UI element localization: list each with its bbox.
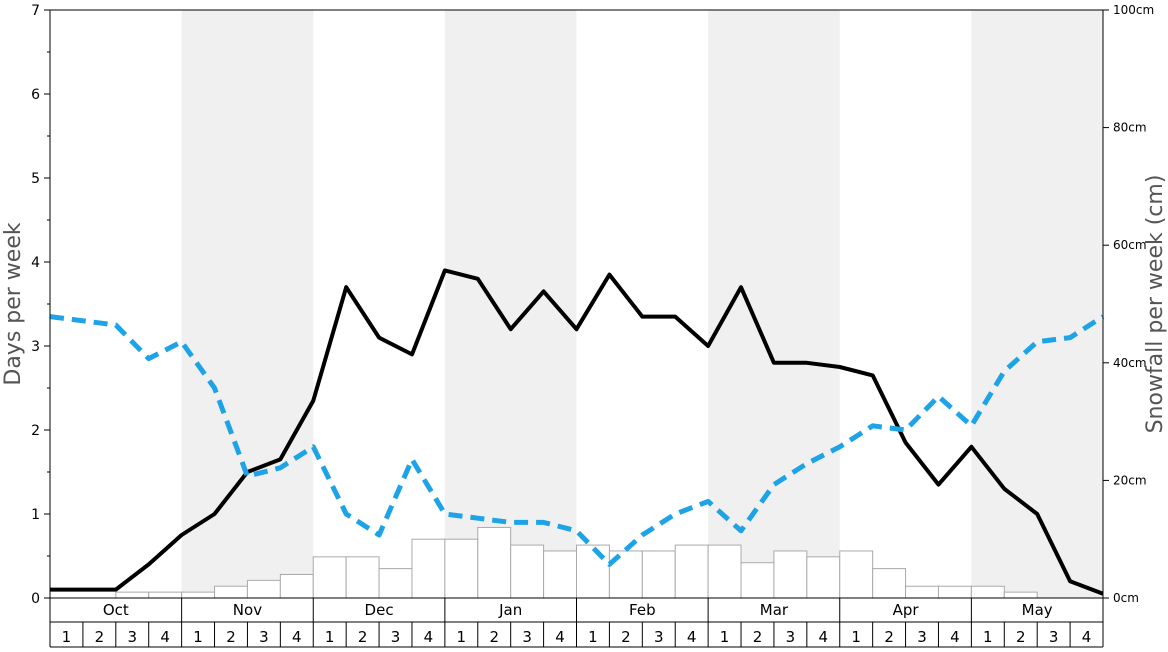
week-label: 3 [1049,628,1059,646]
left-tick-label-6: 6 [31,87,40,103]
snowfall-bar-week-13 [444,538,479,599]
month-label-jan: Jan [498,601,522,619]
snowfall-bar-week-15 [510,544,545,599]
week-label: 1 [983,628,993,646]
snowfall-bar-week-19 [641,550,676,599]
snowfall-bar-week-12 [411,538,446,599]
week-label: 1 [62,628,72,646]
week-label: 4 [950,628,960,646]
week-label: 4 [292,628,302,646]
month-label-oct: Oct [103,601,129,619]
week-label: 2 [358,628,368,646]
snowfall-bar-week-14 [477,526,512,599]
week-label: 2 [1016,628,1026,646]
right-tick-label-4: 80cm [1113,121,1147,135]
month-band-mar [708,10,840,598]
week-label: 2 [753,628,763,646]
month-label-mar: Mar [760,601,789,619]
snowfall-bar-week-6 [214,585,248,599]
snowfall-bar-week-23 [773,550,808,599]
week-label: 1 [851,628,861,646]
month-label-apr: Apr [893,601,920,619]
week-label: 3 [127,628,137,646]
month-shading-bands [181,10,1103,598]
left-tick-label-3: 3 [31,339,40,355]
week-label: 2 [95,628,105,646]
week-label: 4 [424,628,434,646]
week-label: 4 [555,628,565,646]
snowfall-bar-week-4 [148,591,183,599]
left-tick-label-4: 4 [31,255,40,271]
week-label: 1 [325,628,335,646]
snowfall-bar-week-7 [246,579,281,599]
week-label: 1 [193,628,203,646]
snowfall-bar-week-5 [181,591,216,599]
snowfall-bar-week-21 [707,544,742,599]
week-label: 3 [654,628,664,646]
snowfall-bar-week-24 [806,556,841,599]
right-tick-label-1: 20cm [1113,473,1147,487]
snowfall-bars [115,526,1038,599]
snowfall-bar-week-9 [312,556,347,599]
week-label: 1 [457,628,467,646]
week-label: 3 [522,628,532,646]
left-tick-label-2: 2 [31,423,40,439]
snowfall-bar-week-10 [345,556,380,599]
snowfall-bar-week-22 [740,562,775,599]
month-week-axis: Oct 1 2 3 4 Nov 1 2 3 4 Dec 1 2 3 4 Jan 1 2 3 4 Feb 1 2 3 4 Mar 1 2… [49,598,1104,648]
solid-black-line [50,268,1104,596]
month-band-may [971,10,1103,598]
week-label: 4 [819,628,829,646]
left-axis: 0 1 2 3 4 5 6 7 [31,3,50,607]
week-label: 2 [489,628,499,646]
left-tick-label-0: 0 [31,591,40,607]
week-label: 1 [588,628,598,646]
right-tick-label-0: 0cm [1113,591,1139,605]
snowfall-bar-week-29 [970,585,1005,599]
left-tick-label-1: 1 [31,507,40,523]
right-tick-label-2: 40cm [1113,356,1147,370]
snowfall-bar-week-16 [543,550,577,599]
week-label: 3 [786,628,796,646]
snowfall-bar-week-28 [937,585,972,599]
week-label: 3 [391,628,401,646]
dashed-blue-line [49,314,1105,567]
series-lines [49,268,1105,596]
week-label: 4 [160,628,170,646]
right-axis-title: Snowfall per week (cm) [1143,175,1168,434]
left-tick-label-7: 7 [31,3,40,19]
week-label: 3 [917,628,927,646]
left-axis-title: Days per week [1,222,26,385]
right-axis: 0cm 20cm 40cm 60cm 80cm 100cm [1103,3,1154,605]
month-label-dec: Dec [365,601,394,619]
snowfall-bar-week-25 [839,550,874,599]
snowfall-bar-week-8 [279,573,314,599]
month-band-nov [181,10,314,598]
right-tick-label-5: 100cm [1113,3,1154,17]
snowfall-bar-week-30 [1003,591,1038,599]
week-label: 4 [687,628,697,646]
month-label-nov: Nov [233,601,262,619]
snowfall-bar-week-11 [378,568,413,599]
snowfall-bar-week-27 [905,585,939,599]
week-label: 1 [720,628,730,646]
week-label: 2 [884,628,894,646]
month-label-feb: Feb [629,601,656,619]
week-label: 3 [259,628,269,646]
week-label: 2 [621,628,631,646]
snowfall-bar-week-26 [872,568,907,599]
snowfall-bar-week-17 [576,544,610,599]
snowfall-bar-week-3 [115,591,150,599]
month-label-may: May [1022,601,1053,619]
left-tick-label-5: 5 [31,171,40,187]
week-label: 2 [226,628,236,646]
week-label: 4 [1082,628,1092,646]
snowfall-bar-week-20 [674,544,709,599]
right-tick-label-3: 60cm [1113,238,1147,252]
